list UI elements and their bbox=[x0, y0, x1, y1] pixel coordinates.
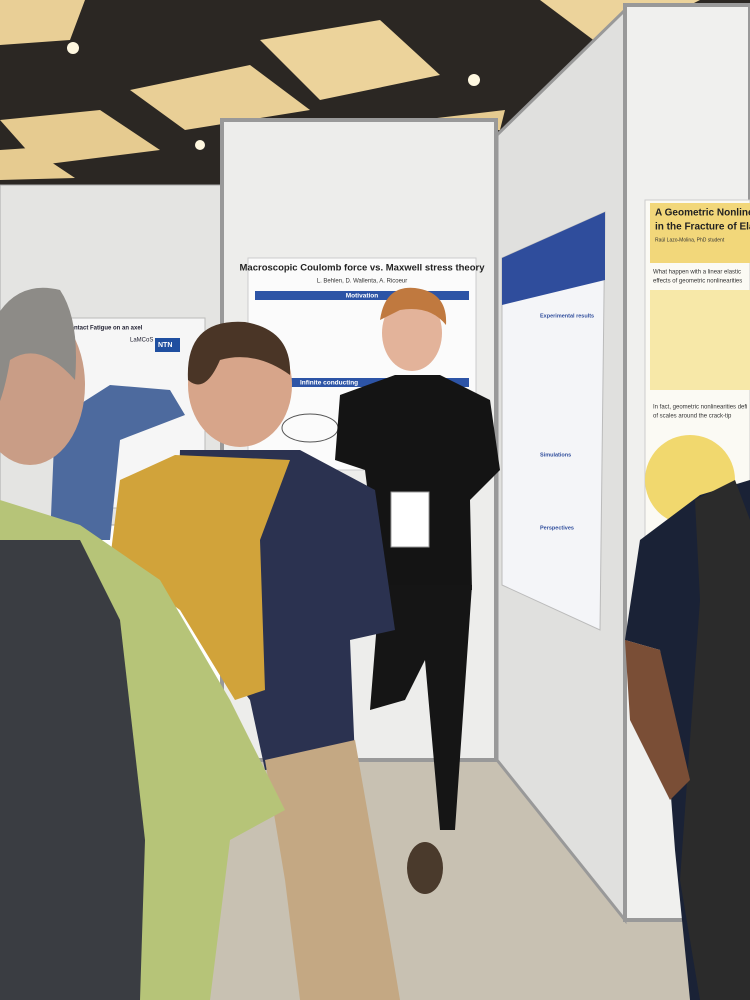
person-arm bbox=[625, 640, 690, 800]
person-shoe bbox=[407, 842, 443, 894]
section-title: Experimental results bbox=[540, 313, 594, 319]
poster-author: Raúl Lazo-Molina, PhD student bbox=[655, 237, 725, 243]
poster-title: in the Fracture of Elas bbox=[655, 222, 750, 233]
ceiling-tile bbox=[0, 110, 160, 165]
ceiling-tile bbox=[0, 148, 75, 180]
ceiling-tile bbox=[0, 0, 85, 45]
section-title: Infinite conducting bbox=[300, 380, 358, 387]
person-hair bbox=[380, 287, 447, 325]
ceiling-tile bbox=[260, 20, 440, 100]
section-title: Simulations bbox=[540, 452, 571, 458]
ceiling-light bbox=[468, 74, 480, 86]
backpack bbox=[110, 455, 290, 700]
poster-title: A Geometric Nonline bbox=[655, 208, 750, 219]
poster-logo: LaMCoS bbox=[130, 338, 153, 344]
person-hair bbox=[187, 321, 291, 385]
section-title: Motivation bbox=[346, 293, 379, 300]
backpack bbox=[0, 540, 145, 1000]
person-hair bbox=[0, 287, 76, 401]
person bbox=[50, 385, 185, 540]
poster-logo: NTN bbox=[158, 342, 172, 349]
poster-title: Contact Fatigue on an axel bbox=[66, 326, 143, 332]
poster-authors: L. Behlen, D. Wallenta, A. Ricoeur bbox=[317, 279, 408, 285]
poster-header bbox=[650, 203, 750, 263]
ceiling-light bbox=[195, 140, 205, 150]
person-pants bbox=[370, 585, 472, 830]
section-title: Perspectives bbox=[540, 525, 574, 531]
section-bar bbox=[255, 291, 469, 300]
poster-header bbox=[502, 212, 605, 305]
logo-box bbox=[155, 338, 180, 352]
name-badge bbox=[390, 491, 430, 548]
poster-text: effects of geometric nonlinearities bbox=[653, 279, 742, 285]
person-head bbox=[382, 295, 442, 371]
backpack bbox=[680, 480, 750, 1000]
poster-title: Macroscopic Coulomb force vs. Maxwell st… bbox=[240, 263, 486, 274]
section-bar bbox=[255, 378, 469, 387]
poster-text: In fact, geometric nonlinearities defi bbox=[653, 405, 747, 411]
ceiling-light bbox=[67, 42, 79, 54]
poster-text: What happen with a linear elastic bbox=[653, 270, 741, 276]
ceiling-tile bbox=[130, 65, 310, 130]
poster-figure bbox=[650, 290, 750, 390]
poster-text: of scales around the crack-tip bbox=[653, 414, 732, 420]
person-pants bbox=[265, 740, 400, 1000]
